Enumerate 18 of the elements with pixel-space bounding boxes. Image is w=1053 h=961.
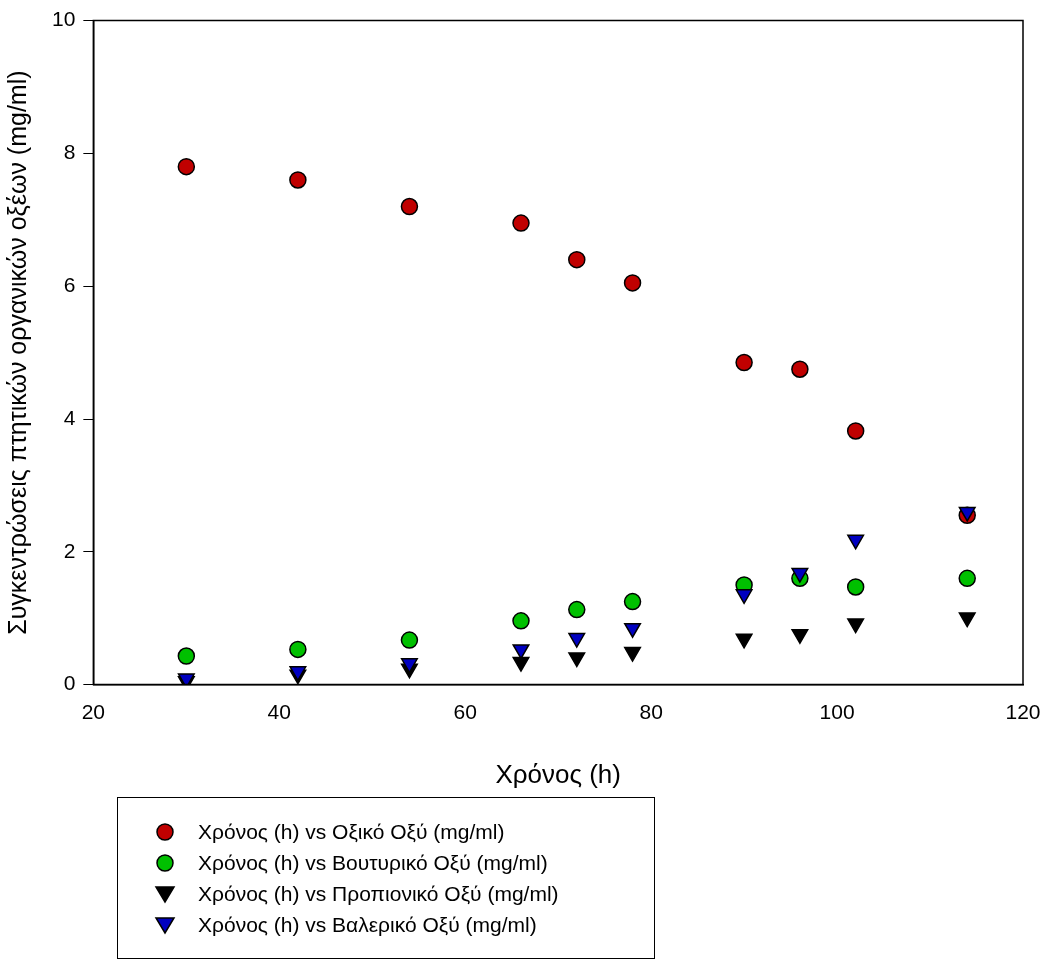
x-tick-label: 100 bbox=[819, 700, 855, 723]
legend-label: Χρόνος (h) vs Βουτυρικό Οξύ (mg/ml) bbox=[198, 850, 548, 875]
x-tick-label: 80 bbox=[639, 700, 663, 723]
legend-label: Χρόνος (h) vs Προπιονικό Οξύ (mg/ml) bbox=[198, 881, 559, 906]
y-tick-label: 2 bbox=[63, 538, 76, 562]
x-axis-title: Χρόνος (h) bbox=[495, 758, 621, 789]
x-tick-label: 120 bbox=[1005, 700, 1041, 723]
x-tick-label: 40 bbox=[267, 700, 291, 723]
y-tick-label: 10 bbox=[52, 7, 76, 31]
y-tick-label: 6 bbox=[63, 273, 76, 296]
y-tick-label: 4 bbox=[63, 405, 76, 429]
y-tick-label: 8 bbox=[63, 140, 76, 164]
legend-label: Χρόνος (h) vs Οξικό Οξύ (mg/ml) bbox=[198, 819, 505, 844]
y-axis-title: Συγκεντρώσεις πτητικών οργανικών οξέων (mg/ml) bbox=[2, 70, 31, 635]
legend-label: Χρόνος (h) vs Βαλερικό Οξύ (mg/ml) bbox=[198, 912, 537, 937]
x-tick-label: 60 bbox=[453, 700, 477, 723]
y-tick-label: 0 bbox=[63, 671, 76, 695]
x-tick-label: 20 bbox=[81, 700, 106, 723]
